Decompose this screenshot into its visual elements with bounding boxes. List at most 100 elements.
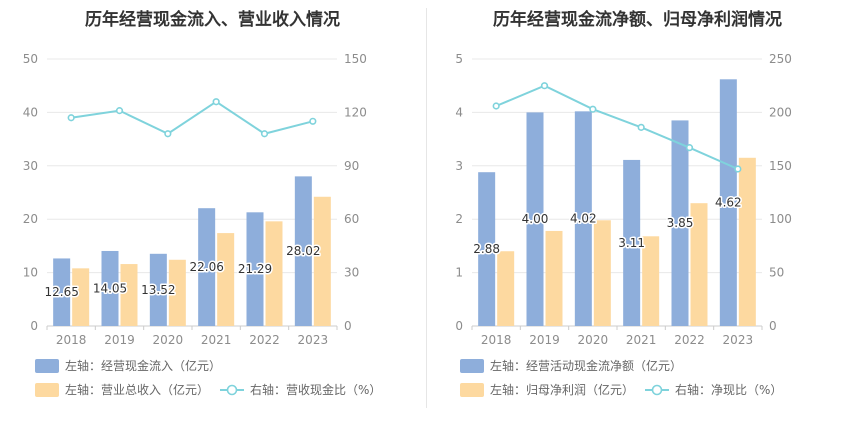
- right-legend-swatch: [460, 383, 484, 397]
- left-bar-s1: [217, 233, 235, 326]
- right-left-tick-label: 2: [455, 212, 463, 226]
- right-legend-swatch: [460, 359, 484, 373]
- right-data-label: 4.00: [522, 212, 549, 226]
- right-left-tick-label: 4: [455, 105, 463, 119]
- right-bar-s1: [642, 236, 660, 326]
- right-legend-label: 左轴：经营活动现金流净额（亿元）: [490, 358, 682, 373]
- right-bar-s0: [574, 111, 592, 326]
- right-line-point: [685, 144, 694, 152]
- left-left-tick-label: 10: [23, 266, 38, 280]
- right-bar-s1: [738, 157, 756, 326]
- right-line-point: [637, 123, 645, 131]
- right-line-point: [589, 105, 597, 113]
- chart-panel-right: 历年经营现金流净额、归母净利润情况 0 1 2 3 4 5 0 50 100 150 200 250 2…: [425, 0, 850, 437]
- left-bar-s1: [72, 268, 90, 326]
- right-right-tick-label: 200: [769, 105, 792, 119]
- right-legend-label: 左轴：归母净利润（亿元）: [490, 382, 634, 397]
- right-x-tick-label: 2022: [674, 333, 705, 347]
- chart-left-svg: 0 10 20 30 40 50 0 30 60 90 120 150 2018 2019 2020 2021…: [23, 52, 381, 397]
- left-bar-s0: [101, 250, 119, 326]
- right-x-tick-label: 2018: [481, 333, 512, 347]
- left-line-series: [71, 100, 314, 135]
- right-x-tick-label: 2021: [626, 333, 657, 347]
- right-x-tick-label: 2019: [529, 333, 560, 347]
- left-data-label: 14.05: [93, 281, 127, 295]
- right-bar-s0: [719, 79, 737, 327]
- left-data-label: 12.65: [44, 285, 78, 299]
- right-line-point: [540, 82, 549, 90]
- right-right-tick-label: 100: [769, 212, 792, 226]
- right-bar-s1: [497, 251, 515, 326]
- left-x-tick-label: 2018: [56, 333, 87, 347]
- left-legend-swatch: [35, 359, 59, 373]
- left-right-tick-label: 60: [344, 212, 359, 226]
- chart-title-left: 历年经营现金流入、营业收入情况: [85, 10, 340, 30]
- left-legend-swatch-point: [226, 384, 238, 396]
- left-legend-label: 左轴：经营现金流入（亿元）: [65, 358, 221, 373]
- left-data-label: 21.29: [238, 262, 272, 276]
- right-x-tick-label: 2020: [578, 333, 609, 347]
- chart-panel-left: 历年经营现金流入、营业收入情况 0 10 20 30 40 50 0 30 60 90 120 150…: [23, 10, 381, 397]
- left-left-tick-label: 40: [23, 105, 38, 119]
- left-bar-s1: [120, 264, 138, 326]
- right-bar-s1: [593, 220, 611, 326]
- left-line-point: [115, 107, 124, 115]
- left-left-tick-label: 50: [23, 52, 38, 66]
- right-data-label: 3.85: [667, 216, 694, 230]
- left-x-tick-label: 2021: [201, 333, 232, 347]
- left-right-tick-label: 150: [344, 52, 367, 66]
- left-bar-s0: [294, 176, 312, 326]
- right-legend-swatch-point: [651, 384, 663, 396]
- left-bar-s1: [313, 196, 331, 326]
- right-right-tick-label: 250: [769, 52, 792, 66]
- right-data-label: 4.02: [570, 212, 597, 226]
- left-data-label: 22.06: [189, 260, 223, 274]
- right-bar-s1: [690, 203, 708, 326]
- left-right-tick-label: 30: [344, 266, 359, 280]
- right-data-label: 4.62: [715, 196, 742, 210]
- right-left-tick-label: 3: [455, 159, 463, 173]
- left-line-point: [309, 117, 317, 125]
- left-bar-s1: [265, 221, 283, 326]
- right-right-tick-label: 50: [769, 266, 784, 280]
- left-bar-s0: [246, 212, 264, 326]
- right-line-series: [495, 84, 739, 170]
- right-left-tick-label: 1: [455, 266, 463, 280]
- right-x-tick-label: 2023: [723, 333, 754, 347]
- right-bar-s0: [526, 112, 544, 327]
- right-line-point: [492, 102, 500, 110]
- left-left-tick-label: 30: [23, 159, 38, 173]
- right-left-tick-label: 5: [455, 52, 463, 66]
- left-left-tick-label: 20: [23, 212, 38, 226]
- left-right-tick-label: 90: [344, 159, 359, 173]
- left-right-tick-label: 120: [344, 105, 367, 119]
- left-x-tick-label: 2020: [153, 333, 184, 347]
- left-line-point: [67, 114, 75, 122]
- left-x-tick-label: 2023: [298, 333, 329, 347]
- left-line-point: [164, 130, 172, 138]
- right-data-label: 3.11: [618, 236, 645, 250]
- left-bar-s0: [149, 253, 167, 326]
- right-bar-s1: [545, 230, 563, 326]
- panel-divider: [426, 8, 427, 408]
- right-legend-label: 右轴：净现比（%）: [675, 382, 782, 397]
- left-bar-s1: [168, 259, 186, 326]
- left-bar-s0: [198, 208, 216, 326]
- left-data-label: 13.52: [141, 283, 175, 297]
- left-bar-s0: [53, 258, 71, 326]
- right-line-point: [734, 165, 742, 173]
- right-right-tick-label: 150: [769, 159, 792, 173]
- right-data-label: 2.88: [473, 242, 500, 256]
- left-x-tick-label: 2019: [104, 333, 135, 347]
- right-bar-s0: [478, 172, 496, 326]
- right-right-tick-label: 0: [769, 319, 777, 333]
- left-legend-swatch: [35, 383, 59, 397]
- left-data-label: 28.02: [286, 244, 320, 258]
- right-bar-s0: [671, 120, 689, 326]
- left-legend-label: 右轴：营收现金比（%）: [250, 382, 381, 397]
- left-line-point: [212, 98, 220, 106]
- left-line-point: [260, 130, 269, 138]
- chart-title-right: 历年经营现金流净额、归母净利润情况: [493, 10, 782, 30]
- left-left-tick-label: 0: [30, 319, 38, 333]
